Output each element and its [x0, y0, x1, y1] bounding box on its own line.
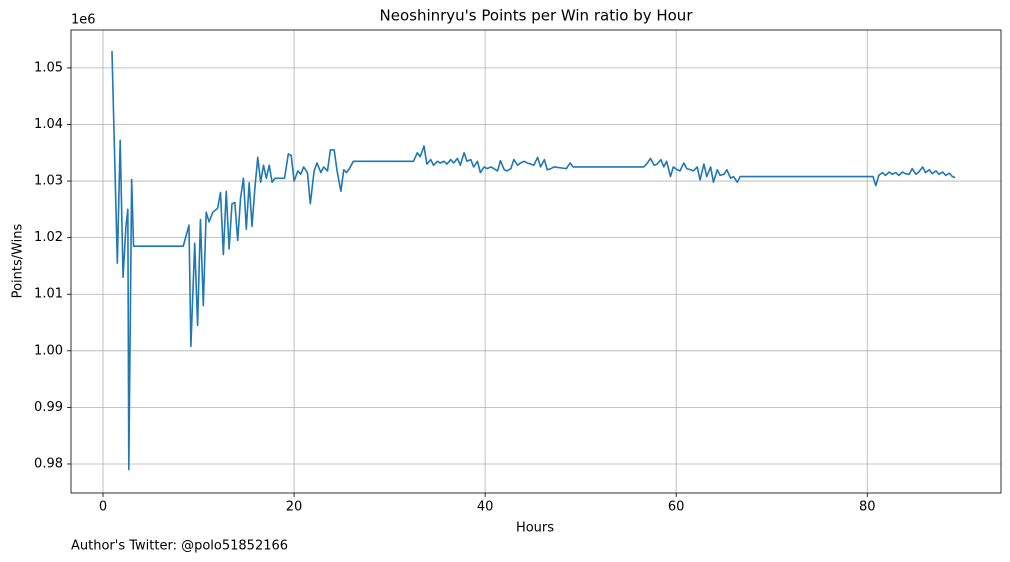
y-axis-label: Points/Wins: [11, 223, 26, 298]
y-tick-label: 1.02: [34, 230, 63, 245]
footer: Author's Twitter: @polo51852166: [71, 539, 288, 554]
x-tick-label: 0: [99, 500, 107, 515]
y-tick-label: 0.99: [34, 400, 63, 415]
x-tick-label: 40: [477, 500, 494, 515]
y-offset-label: 1e6: [71, 13, 96, 28]
x-tick-label: 60: [668, 500, 685, 515]
y-tick-label: 1.05: [34, 60, 63, 75]
axes-frame: [70, 29, 1002, 494]
chart-title: Neoshinryu's Points per Win ratio by Hou…: [380, 7, 694, 25]
y-tick-label: 1.03: [34, 174, 63, 189]
y-tick-label: 0.98: [34, 456, 63, 471]
x-axis-label: Hours: [516, 521, 554, 536]
y-tick-label: 1.00: [34, 343, 63, 358]
y-tick-label: 1.04: [34, 117, 63, 132]
x-tick-label: 20: [286, 500, 303, 515]
x-tick-label: 80: [859, 500, 876, 515]
y-tick-label: 1.01: [34, 287, 63, 302]
data-line: [111, 50, 956, 471]
